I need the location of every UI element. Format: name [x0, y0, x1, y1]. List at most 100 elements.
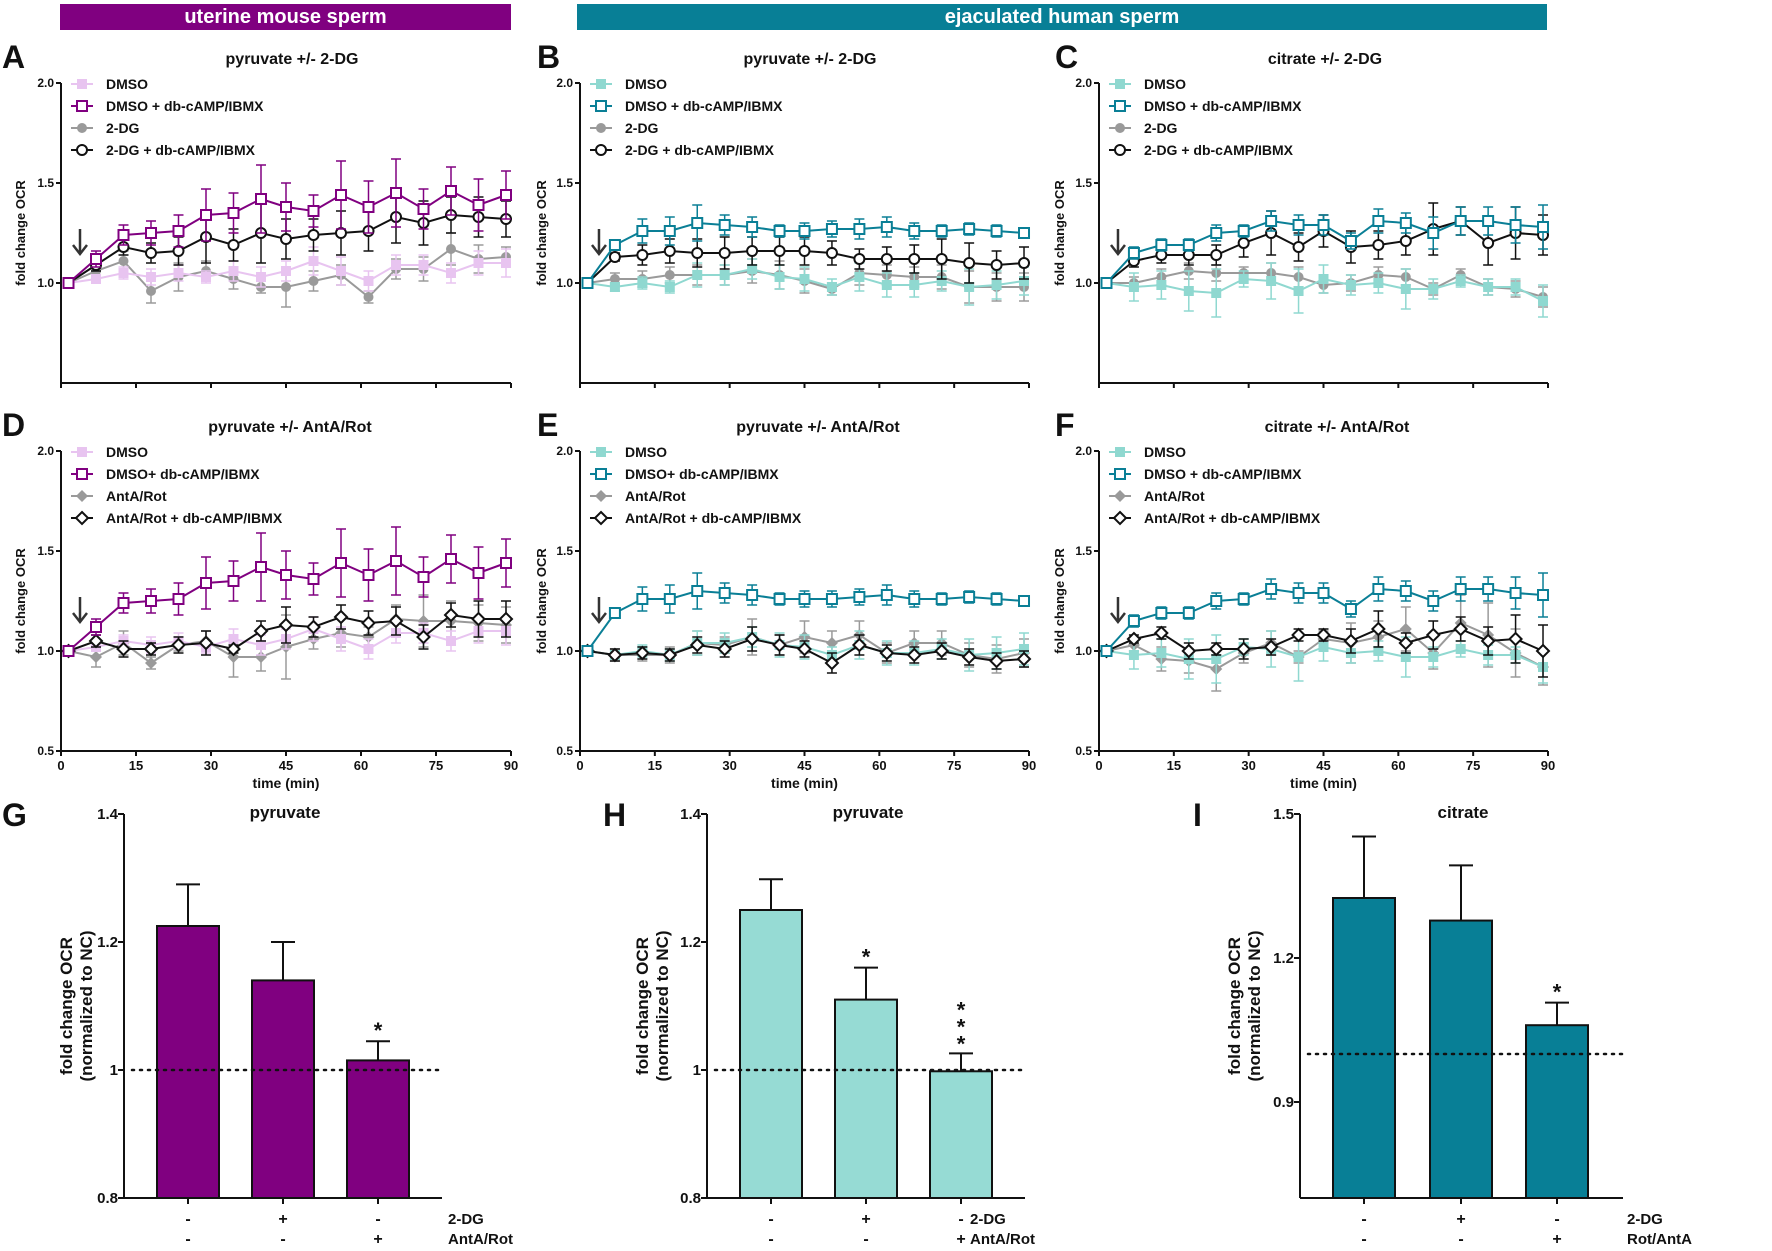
marker-square: [227, 575, 240, 587]
x-tick-label: 30: [722, 758, 736, 773]
marker-square: [90, 621, 102, 633]
marker-diamond: [797, 641, 812, 657]
marker-square: [336, 266, 346, 276]
chart-title: citrate +/- AntA/Rot: [1265, 419, 1410, 436]
marker-diamond: [116, 641, 131, 657]
marker-square: [990, 225, 1003, 237]
y-tick-label: 1: [110, 1062, 118, 1079]
marker-square: [1428, 652, 1439, 662]
marker-square: [76, 100, 88, 112]
marker-circle: [1210, 249, 1223, 261]
marker-square: [1100, 277, 1113, 289]
y-tick-label: 1.0: [556, 644, 573, 658]
marker-circle: [1237, 237, 1250, 249]
condition-value: -: [768, 1211, 773, 1228]
marker-square: [1128, 282, 1139, 292]
marker-square: [1183, 286, 1194, 296]
marker-square: [663, 225, 676, 237]
marker-square: [608, 239, 621, 251]
marker-square: [91, 274, 101, 284]
legend-label: DMSO + db-cAMP/IBMX: [1144, 466, 1302, 482]
marker-square: [446, 636, 456, 646]
x-tick-label: 90: [1022, 758, 1036, 773]
condition-value: +: [861, 1211, 870, 1228]
marker-circle: [773, 245, 786, 257]
marker-diamond: [1153, 625, 1169, 641]
marker-square: [1509, 587, 1522, 599]
marker-diamond: [1112, 510, 1128, 526]
bar: [1525, 1024, 1589, 1199]
x-tick-label: 45: [279, 758, 293, 773]
marker-square: [773, 593, 786, 605]
marker-circle: [1115, 123, 1125, 133]
marker-square: [799, 274, 810, 284]
series-anta-rot-db-camp-ibmx: [580, 626, 1032, 674]
marker-square: [417, 571, 430, 583]
y-tick-label: 0.5: [37, 744, 54, 758]
x-tick-label: 60: [354, 758, 368, 773]
marker-square: [595, 100, 607, 112]
legend-label: AntA/Rot: [1144, 488, 1205, 504]
marker-diamond: [145, 657, 157, 669]
marker-square: [172, 593, 185, 605]
marker-square: [881, 280, 892, 290]
chart-title: citrate: [1437, 803, 1488, 822]
marker-circle: [1372, 239, 1385, 251]
marker-square: [1428, 284, 1439, 294]
chart-title: pyruvate: [833, 803, 904, 822]
panel-letter: E: [537, 407, 558, 443]
chart-title: pyruvate: [250, 803, 321, 822]
banner-mouse: uterine mouse sperm: [60, 4, 511, 30]
condition-label: 2-DG: [448, 1211, 484, 1228]
marker-square: [1115, 79, 1125, 89]
marker-diamond: [198, 635, 214, 651]
marker-square: [1237, 225, 1250, 237]
panel-letter: I: [1193, 797, 1202, 833]
y-tick-label: 1.4: [97, 806, 119, 823]
marker-diamond: [417, 615, 430, 627]
marker-square: [1182, 239, 1195, 251]
arrow-icon-head: [72, 612, 88, 625]
y-tick-label: 1.0: [37, 276, 54, 290]
legend: DMSO DMSO + db-cAMP/IBMX AntA/Rot AntA/Rot …: [1109, 444, 1321, 526]
marker-square: [1482, 215, 1495, 227]
marker-square: [173, 268, 184, 278]
x-tick-label: 75: [1466, 758, 1480, 773]
marker-diamond: [906, 647, 922, 663]
y-tick-label: 1: [693, 1062, 701, 1079]
marker-square: [746, 221, 759, 233]
marker-square: [691, 217, 704, 229]
marker-diamond: [989, 653, 1004, 669]
legend-label: AntA/Rot + db-cAMP/IBMX: [106, 510, 283, 526]
marker-square: [501, 258, 511, 268]
legend-label: DMSO + db-cAMP/IBMX: [625, 98, 783, 114]
marker-circle: [853, 253, 866, 265]
marker-square: [117, 597, 130, 609]
marker-circle: [963, 257, 976, 269]
marker-diamond: [824, 655, 840, 671]
y-axis-label: fold change OCR: [1225, 937, 1244, 1075]
legend-label: 2-DG: [106, 120, 140, 136]
marker-diamond: [1343, 633, 1359, 649]
marker-circle: [363, 292, 374, 302]
marker-square: [825, 593, 838, 605]
marker-square: [1211, 288, 1222, 298]
condition-value: +: [1456, 1211, 1465, 1228]
marker-circle: [76, 144, 88, 156]
panel-letter: G: [2, 797, 27, 833]
marker-diamond: [416, 629, 431, 645]
marker-diamond: [1208, 641, 1224, 657]
y-axis-label: fold change OCR: [534, 548, 549, 654]
y-axis-label: fold change OCR: [13, 548, 28, 654]
marker-square: [746, 589, 759, 601]
marker-diamond: [253, 623, 269, 639]
marker-square: [581, 277, 594, 289]
chart-title: pyruvate +/- AntA/Rot: [208, 419, 372, 436]
x-tick-label: 15: [1167, 758, 1181, 773]
marker-square: [146, 272, 156, 282]
marker-diamond: [1535, 643, 1551, 659]
marker-square: [363, 276, 374, 286]
y-tick-label: 1.5: [37, 176, 54, 190]
